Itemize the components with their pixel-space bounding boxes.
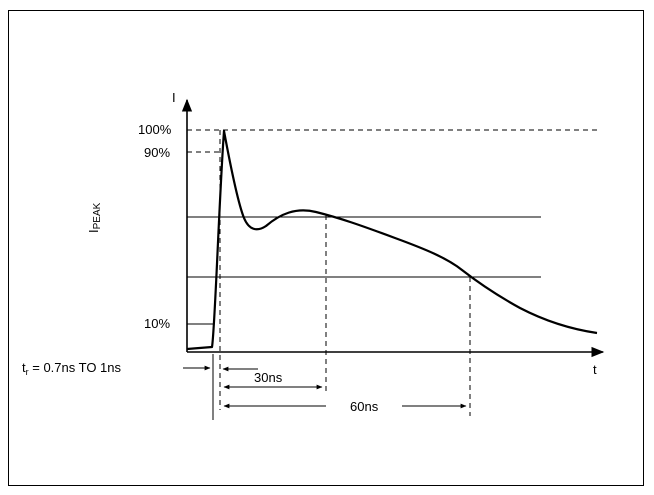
60ns-label: 60ns — [350, 399, 379, 414]
level-90-label: 90% — [144, 145, 170, 160]
y-axis-label: I — [172, 90, 176, 105]
level-100-label: 100% — [138, 122, 172, 137]
level-10-label: 10% — [144, 316, 170, 331]
current-waveform-curve — [186, 129, 598, 351]
30ns-label: 30ns — [254, 370, 283, 385]
figure-frame — [8, 10, 644, 486]
rise-time-label: tr = 0.7ns TO 1ns — [22, 360, 122, 377]
x-axis-label: t — [593, 362, 597, 377]
ipeak-label: IPEAK — [86, 202, 103, 233]
